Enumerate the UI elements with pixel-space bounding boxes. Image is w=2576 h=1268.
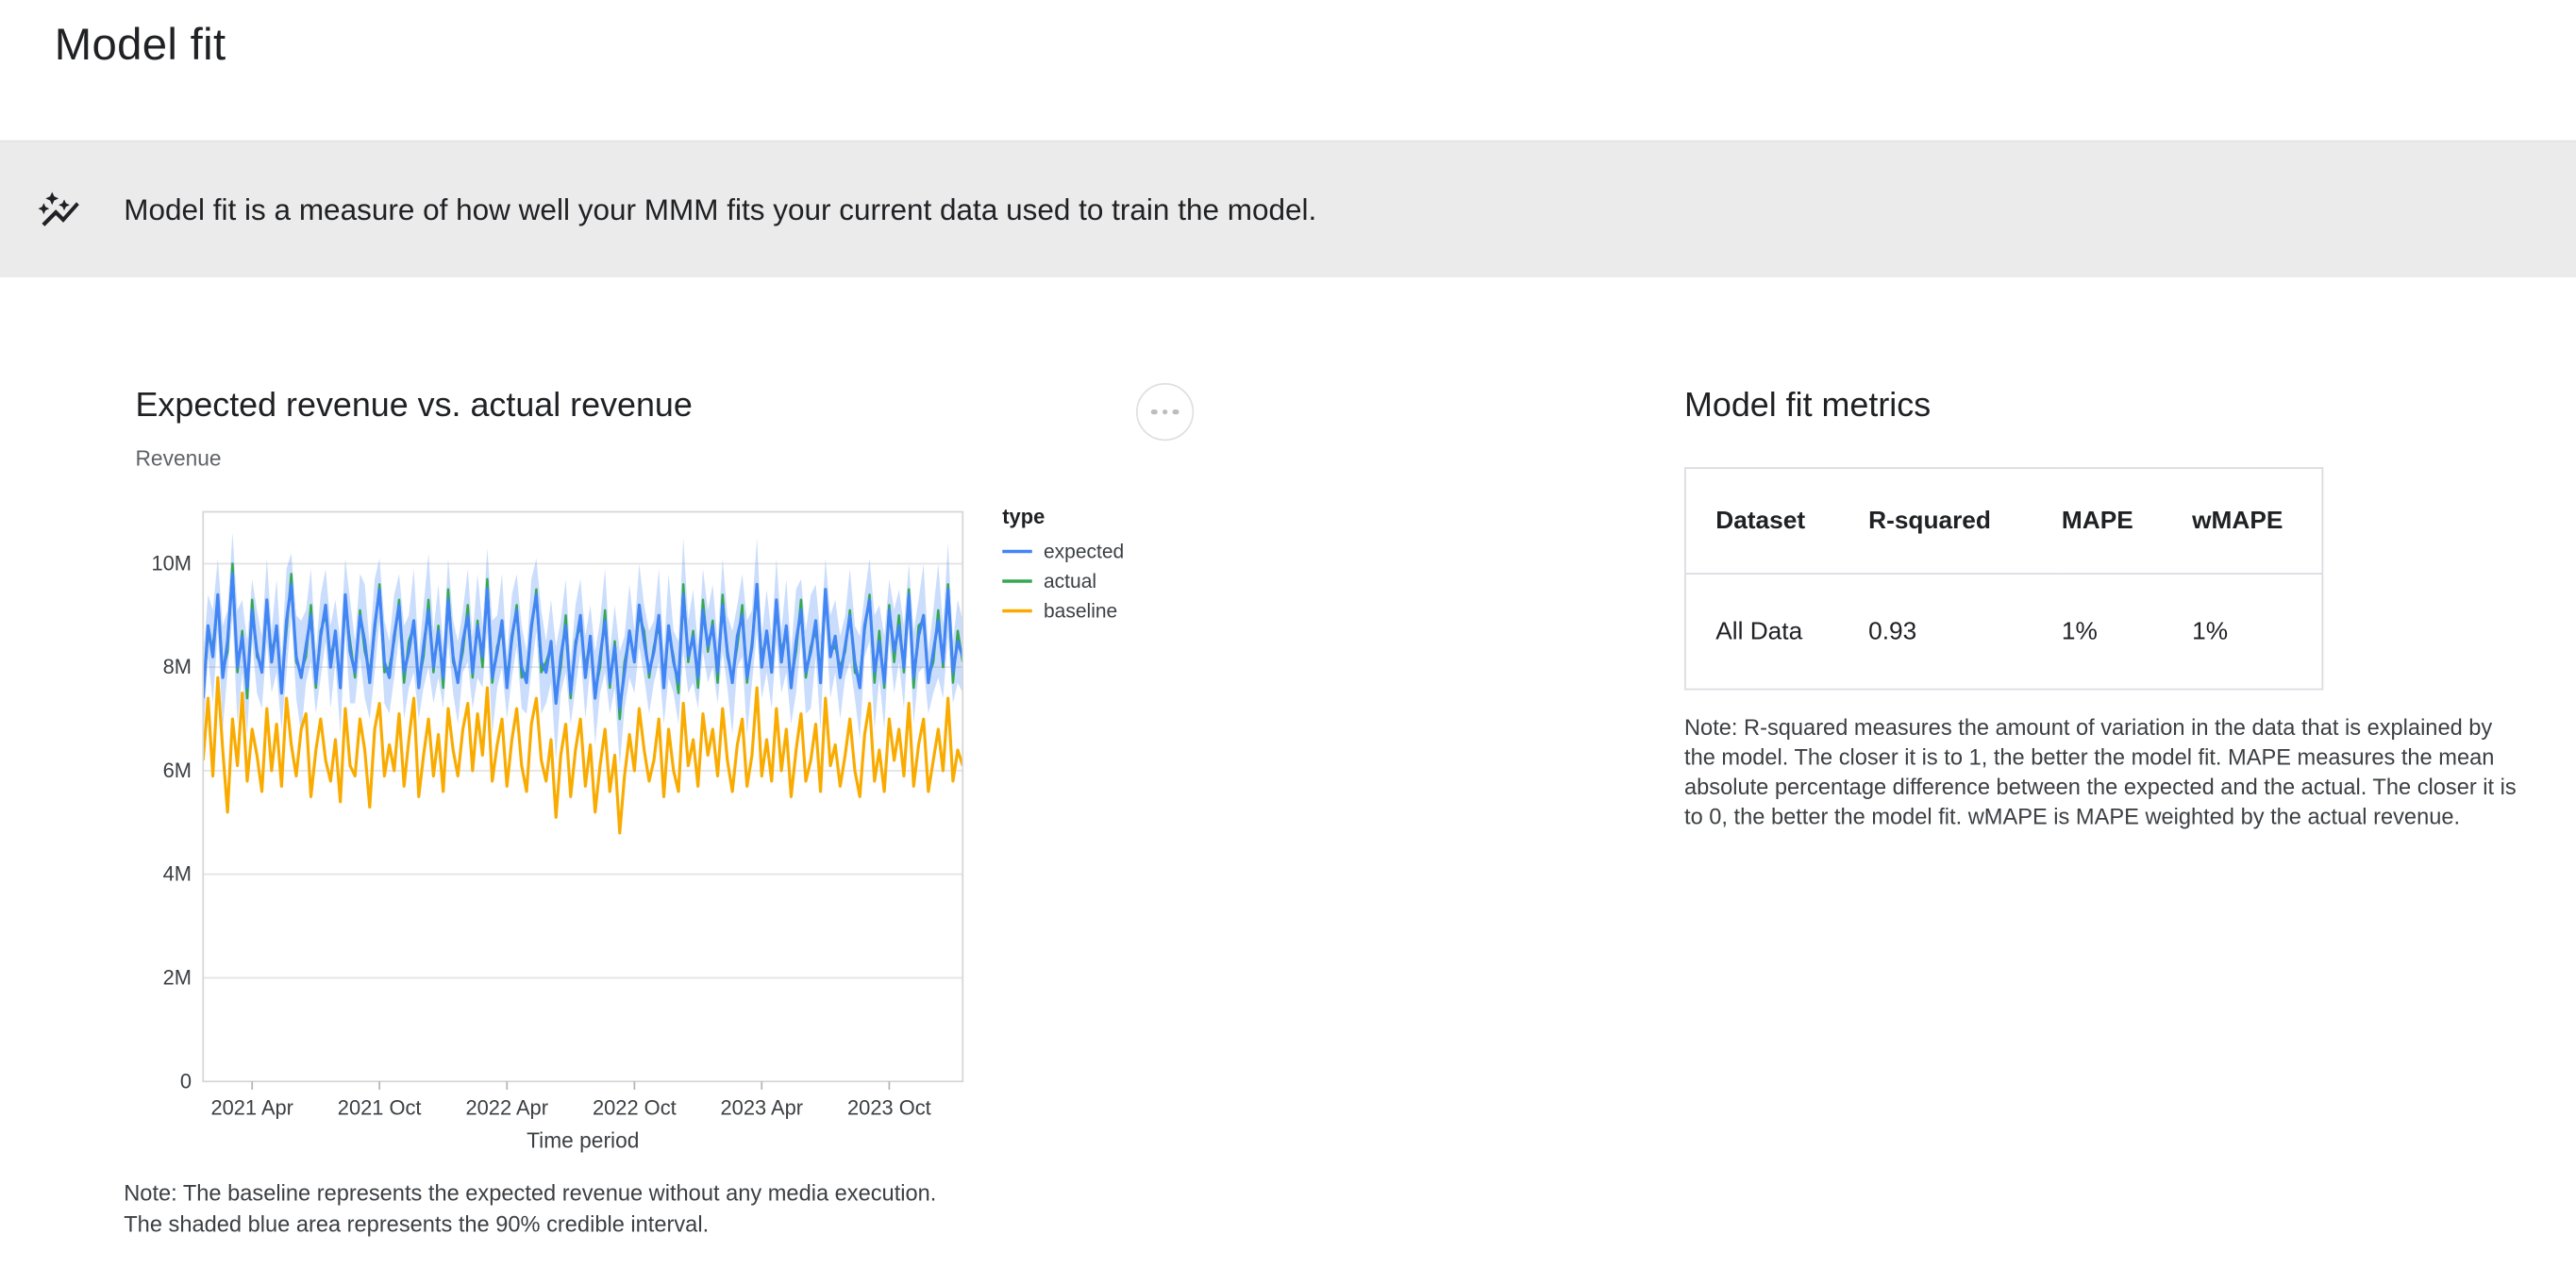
legend-items: expected actual baseline [1002, 540, 1124, 623]
info-banner: Model fit is a measure of how well your … [0, 140, 2576, 277]
chart-legend: type expected actual baseline [1002, 506, 1124, 629]
svg-text:Time period: Time period [527, 1127, 639, 1152]
more-options-button[interactable] [1136, 383, 1195, 442]
legend-item-baseline: baseline [1002, 599, 1124, 623]
svg-text:10M: 10M [151, 551, 192, 575]
cell-wmape: 1% [2192, 617, 2229, 646]
page-header: Model fit [0, 0, 2576, 141]
svg-text:8M: 8M [163, 655, 192, 678]
legend-title: type [1002, 505, 1045, 529]
svg-text:2021 Oct: 2021 Oct [338, 1095, 422, 1119]
legend-swatch-expected [1002, 549, 1032, 554]
model-fit-chart: 0 2M 4M 6M 8M 10M 2021 Apr 2021 Oct 2022 Apr 2022… [151, 510, 964, 1152]
metrics-note: Note: R-squared measures the amount of v… [1684, 714, 2517, 829]
legend-label-expected: expected [1044, 540, 1125, 563]
cell-dataset: All Data [1715, 617, 1803, 646]
svg-text:6M: 6M [163, 759, 192, 782]
legend-swatch-actual [1002, 579, 1032, 583]
legend-item-expected: expected [1002, 540, 1124, 563]
legend-swatch-baseline [1002, 609, 1032, 613]
svg-text:4M: 4M [163, 862, 192, 886]
svg-text:0: 0 [180, 1069, 192, 1093]
svg-text:2021 Apr: 2021 Apr [210, 1095, 293, 1119]
chart-note: Note: The baseline represents the expect… [124, 1180, 937, 1237]
svg-text:2023 Oct: 2023 Oct [847, 1095, 931, 1119]
svg-text:2022 Oct: 2022 Oct [593, 1095, 677, 1119]
more-horizontal-icon [1148, 409, 1181, 415]
metrics-table: Dataset R-squared MAPE wMAPE All Data 0.… [1684, 467, 2324, 691]
cell-mape: 1% [2061, 617, 2098, 646]
col-r-squared: R-squared [1868, 507, 1991, 535]
auto-graph-icon [37, 188, 81, 232]
table-row: All Data 0.93 1% 1% [1685, 574, 2323, 690]
svg-text:2M: 2M [163, 966, 192, 990]
legend-label-actual: actual [1044, 569, 1097, 593]
svg-text:2022 Apr: 2022 Apr [465, 1095, 548, 1119]
legend-item-actual: actual [1002, 569, 1124, 593]
info-banner-text: Model fit is a measure of how well your … [124, 192, 1317, 225]
col-dataset: Dataset [1715, 507, 1806, 535]
chart-title: Expected revenue vs. actual revenue [135, 386, 693, 425]
metrics-title: Model fit metrics [1684, 386, 1932, 425]
legend-label-baseline: baseline [1044, 599, 1118, 623]
y-axis-title: Revenue [135, 445, 222, 471]
svg-text:2023 Apr: 2023 Apr [721, 1095, 804, 1119]
cell-r-squared: 0.93 [1868, 617, 1917, 646]
metrics-table-header-row: Dataset R-squared MAPE wMAPE [1684, 468, 2323, 575]
page-title: Model fit [54, 20, 226, 70]
col-wmape: wMAPE [2192, 507, 2283, 535]
col-mape: MAPE [2061, 507, 2133, 535]
